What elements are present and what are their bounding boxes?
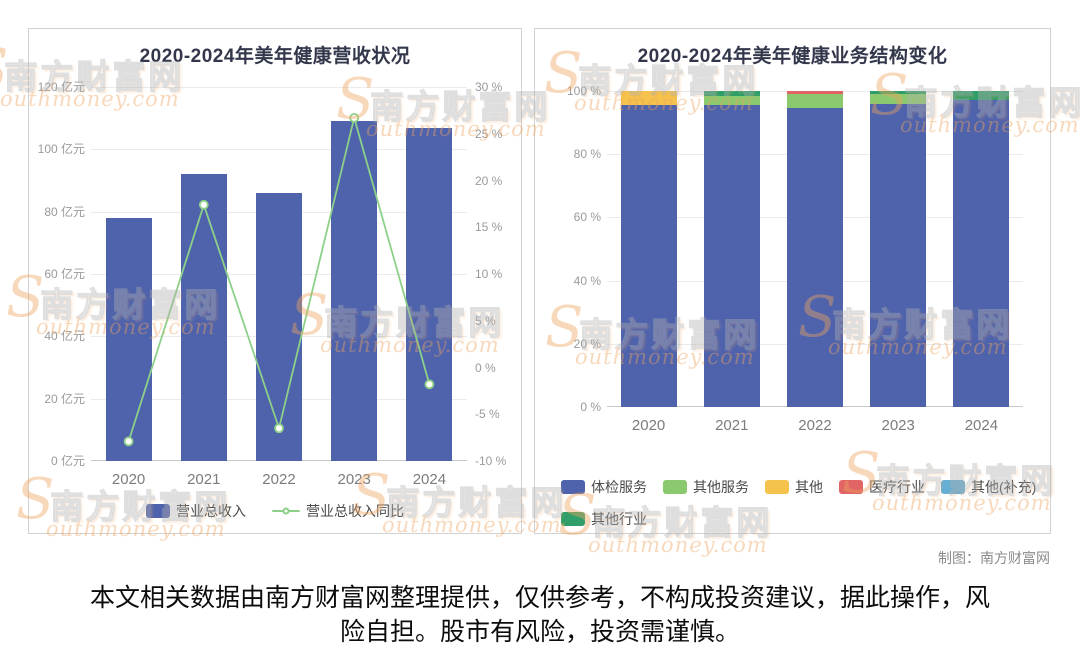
x-axis-label-2020: 2020 <box>111 471 146 488</box>
structure-chart-title: 2020-2024年美年健康业务结构变化 <box>637 46 948 67</box>
legend-chip <box>561 480 585 494</box>
y-axis-left-label: 20 亿元 <box>44 391 85 406</box>
stack-segment-体检服务-2021 <box>703 105 760 407</box>
gridline <box>91 87 467 88</box>
revenue-bar-2021 <box>180 174 227 461</box>
stack-segment-其他行业-2023 <box>870 91 927 95</box>
watermark-en-text: outhmoney.com <box>588 532 768 557</box>
yoy-point <box>123 436 134 447</box>
y-axis-label: 100 % <box>566 84 601 98</box>
legend-chip-revenue <box>146 504 170 518</box>
x-axis-label-2024: 2024 <box>964 417 999 434</box>
y-axis-label: 60 % <box>573 210 601 225</box>
revenue-chart-title: 2020-2024年美年健康营收状况 <box>139 46 411 67</box>
legend-item-revenue: 营业总收入 <box>146 501 246 521</box>
legend-label: 其他 <box>795 479 823 495</box>
y-axis-left-label: 100 亿元 <box>37 142 85 157</box>
legend-item-其他服务: 其他服务 <box>663 477 749 497</box>
y-axis-right-label: -5 % <box>475 407 500 422</box>
y-axis-right-label: 5 % <box>475 313 496 328</box>
y-axis-right-label: 10 % <box>475 267 503 281</box>
stack-segment-其他服务-2023 <box>870 94 927 104</box>
stack-segment-其他行业-2024 <box>953 91 1010 101</box>
legend-chip <box>561 512 585 526</box>
y-axis-right-label: 25 % <box>475 126 503 141</box>
x-axis-label-2022: 2022 <box>798 417 832 434</box>
y-axis-label: 0 % <box>580 400 601 414</box>
yoy-point <box>349 112 360 123</box>
revenue-plot-area <box>91 87 467 461</box>
revenue-legend: 营业总收入 营业总收入同比 <box>29 501 521 521</box>
structure-chart-panel: 2020-2024年美年健康业务结构变化 体检服务 其他服务 其他 医疗行业 其他(补充… <box>534 28 1051 534</box>
x-axis-label-2022: 2022 <box>262 471 296 488</box>
gridline <box>91 149 467 151</box>
stack-segment-体检服务-2023 <box>870 103 927 407</box>
y-axis-right-label: 0 % <box>475 360 496 375</box>
legend-line-marker <box>272 507 300 515</box>
y-axis-left-label: 60 亿元 <box>44 267 85 281</box>
x-axis-label-2021: 2021 <box>715 417 749 434</box>
yoy-line <box>127 114 431 442</box>
legend-item-其他: 其他 <box>765 477 823 497</box>
yoy-point <box>424 379 435 390</box>
legend-label: 医疗行业 <box>869 479 925 495</box>
legend-chip <box>839 480 863 494</box>
y-axis-right-label: -10 % <box>475 454 507 468</box>
stack-segment-医疗行业-2022 <box>787 91 843 95</box>
revenue-chart-panel: 2020-2024年美年健康营收状况 营业总收入 营业总收入同比 0 亿元 20 亿… <box>28 28 522 534</box>
y-axis-left-label: 80 亿元 <box>44 204 85 219</box>
y-axis-left-label: 40 亿元 <box>44 329 85 344</box>
stack-segment-体检服务-2020 <box>620 105 677 407</box>
stack-segment-体检服务-2022 <box>787 108 843 407</box>
x-axis-label-2021: 2021 <box>187 471 221 488</box>
y-axis-right-label: 20 % <box>475 173 503 188</box>
chart-credit: 制图：南方财富网 <box>938 550 1050 566</box>
x-axis-label-2023: 2023 <box>881 417 915 434</box>
yoy-point <box>198 199 209 210</box>
stack-segment-其他服务-2021 <box>703 95 760 106</box>
legend-label: 其他(补充) <box>971 479 1037 495</box>
yoy-point <box>274 423 284 434</box>
legend-item-yoy: 营业总收入同比 <box>272 501 404 521</box>
x-axis-label-2024: 2024 <box>412 471 447 488</box>
legend-chip <box>941 480 965 494</box>
stack-segment-其他行业-2021 <box>703 91 760 96</box>
stack-segment-其他-2020 <box>620 91 677 106</box>
x-axis-label-2020: 2020 <box>631 417 666 434</box>
legend-chip <box>663 480 687 494</box>
legend-label: 其他服务 <box>693 479 749 495</box>
stack-segment-体检服务-2024 <box>953 100 1010 407</box>
legend-label-revenue: 营业总收入 <box>176 503 246 519</box>
y-axis-right-label: 15 % <box>475 220 503 235</box>
structure-legend: 体检服务 其他服务 其他 医疗行业 其他(补充) 其他行业 <box>561 477 1039 529</box>
revenue-bar-2020 <box>105 217 152 461</box>
y-axis-left-label: 0 亿元 <box>50 454 85 468</box>
legend-label: 体检服务 <box>591 479 647 495</box>
x-axis-label-2023: 2023 <box>337 471 371 488</box>
y-axis-label: 20 % <box>573 336 601 351</box>
legend-item-体检服务: 体检服务 <box>561 477 647 497</box>
disclaimer-text: 本文相关数据由南方财富网整理提供，仅供参考，不构成投资建议，据此操作，风险自担。… <box>89 584 990 646</box>
legend-item-其他(补充): 其他(补充) <box>941 477 1036 497</box>
legend-line-dot <box>282 507 290 515</box>
y-axis-label: 40 % <box>573 273 601 288</box>
yoy-line-chart <box>123 112 435 447</box>
legend-item-其他行业: 其他行业 <box>561 509 647 529</box>
legend-label: 其他行业 <box>591 511 647 527</box>
legend-label-yoy: 营业总收入同比 <box>306 503 404 519</box>
revenue-bar-2024 <box>406 127 453 461</box>
stack-segment-其他服务-2022 <box>787 94 843 109</box>
watermark-s-glyph: S <box>0 42 8 98</box>
structure-plot-area <box>607 91 1023 407</box>
revenue-bar-2022 <box>256 192 302 461</box>
legend-item-医疗行业: 医疗行业 <box>839 477 925 497</box>
legend-chip <box>765 480 789 494</box>
y-axis-label: 80 % <box>573 147 601 162</box>
y-axis-right-label: 30 % <box>475 80 503 94</box>
y-axis-left-label: 120 亿元 <box>37 80 85 94</box>
